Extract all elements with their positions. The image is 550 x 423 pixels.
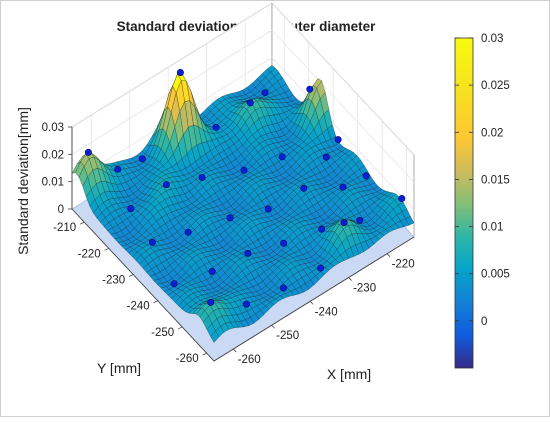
measurement-point xyxy=(280,239,288,247)
y-tick-mark xyxy=(104,247,109,251)
axis-ticks: -260 -250 -240 -230 -220 -260 -250 -240 -230 -220… xyxy=(42,122,415,366)
y-tick-label: -260 xyxy=(176,353,199,365)
colorbar-tick-label: 0.005 xyxy=(481,269,510,281)
measurement-point xyxy=(318,225,326,233)
measurement-point xyxy=(198,174,206,182)
measurement-point xyxy=(356,216,364,224)
y-tick-label: -250 xyxy=(151,327,174,339)
z-tick-label: 0.01 xyxy=(42,177,64,189)
x-tick-label: -230 xyxy=(353,283,376,295)
x-tick-mark xyxy=(348,277,352,281)
z-grid-line xyxy=(71,2,415,156)
colorbar-tick-label: 0.02 xyxy=(481,127,503,139)
measurement-point xyxy=(138,155,146,163)
measurement-point xyxy=(212,123,220,131)
measurement-point xyxy=(261,89,269,97)
x-tick-label: -240 xyxy=(315,306,338,318)
measurement-point xyxy=(246,99,254,107)
z-tick-label: 0 xyxy=(58,204,64,216)
z-tick-label: 0.03 xyxy=(42,122,64,134)
measurement-point xyxy=(127,205,135,213)
measurement-point xyxy=(306,85,314,93)
x-axis-label: X [mm] xyxy=(327,366,371,382)
x-tick-label: -220 xyxy=(392,259,415,271)
z-grid-line xyxy=(71,29,415,183)
y-tick-mark xyxy=(177,326,183,330)
x-tick-mark xyxy=(309,301,314,305)
colorbar-gradient xyxy=(454,37,474,369)
y-tick-label: -210 xyxy=(53,222,76,234)
measurement-point xyxy=(339,183,347,191)
measurement-point xyxy=(243,300,251,308)
measurement-point xyxy=(240,166,248,174)
measurement-point xyxy=(264,205,272,213)
x-tick-mark xyxy=(271,324,275,329)
measurement-point xyxy=(226,214,234,222)
y-tick-mark xyxy=(153,300,158,304)
axes-box-front xyxy=(71,127,415,362)
measurement-point xyxy=(278,153,286,161)
colorbar-tick-label: 0.03 xyxy=(481,33,503,45)
measurement-point xyxy=(340,219,348,227)
x-tick-label: -250 xyxy=(276,330,299,342)
measurement-point xyxy=(334,136,342,144)
measurement-point xyxy=(170,280,178,288)
measurement-point xyxy=(208,267,216,275)
surface-cell xyxy=(210,330,220,343)
measurement-point xyxy=(148,238,156,246)
colorbar-tick-label: 0.01 xyxy=(481,222,503,234)
z-tick-label: 0.02 xyxy=(42,149,64,161)
measurement-points xyxy=(84,69,406,308)
measurement-point xyxy=(317,264,325,272)
measurement-point xyxy=(162,181,170,189)
y-tick-mark xyxy=(202,352,207,356)
z-axis-label: Standard deviation[mm] xyxy=(15,107,31,255)
x-tick-label: -260 xyxy=(238,354,261,366)
z-grid-line xyxy=(71,57,415,210)
y-tick-mark xyxy=(129,274,134,277)
measurement-point xyxy=(244,249,252,257)
measurement-point xyxy=(362,172,370,180)
y-tick-mark xyxy=(80,221,85,225)
measurement-point xyxy=(322,153,330,161)
measurement-point xyxy=(300,184,308,192)
colorbar-tick-label: 0.025 xyxy=(481,80,510,92)
measurement-point xyxy=(184,228,192,236)
x-tick-mark xyxy=(386,253,391,257)
measurement-point xyxy=(114,165,122,173)
colorbar-tick-label: 0 xyxy=(481,316,487,328)
y-tick-label: -240 xyxy=(127,301,150,313)
measurement-point xyxy=(84,148,92,156)
y-tick-label: -220 xyxy=(78,248,101,260)
surface-mesh xyxy=(71,65,415,343)
x-tick-mark xyxy=(232,348,237,353)
measurement-point xyxy=(176,69,184,77)
measurement-point xyxy=(398,195,406,203)
axis-lines xyxy=(71,208,415,362)
colorbar: 0 0.005 0.01 0.015 0.02 0.025 0.03 xyxy=(454,33,510,369)
colorbar-tick-label: 0.015 xyxy=(481,174,510,186)
measurement-point xyxy=(207,298,215,306)
measurement-point xyxy=(280,284,288,292)
y-axis-label: Y [mm] xyxy=(97,360,141,376)
y-tick-label: -230 xyxy=(102,275,125,287)
